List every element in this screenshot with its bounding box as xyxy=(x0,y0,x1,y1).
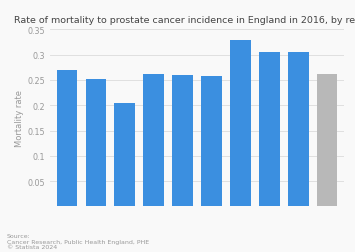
Bar xyxy=(317,75,337,207)
Bar xyxy=(172,76,193,207)
Bar xyxy=(143,75,164,207)
Bar xyxy=(230,41,251,207)
Bar xyxy=(57,71,77,207)
Bar xyxy=(201,77,222,207)
Bar xyxy=(114,103,135,207)
Bar xyxy=(259,53,280,207)
Y-axis label: Mortality rate: Mortality rate xyxy=(15,90,24,147)
Text: Source:
Cancer Research, Public Health England, PHE
© Statista 2024: Source: Cancer Research, Public Health E… xyxy=(7,233,149,249)
Title: Rate of mortality to prostate cancer incidence in England in 2016, by region*: Rate of mortality to prostate cancer inc… xyxy=(14,16,355,25)
Bar xyxy=(86,80,106,207)
Bar xyxy=(288,53,308,207)
